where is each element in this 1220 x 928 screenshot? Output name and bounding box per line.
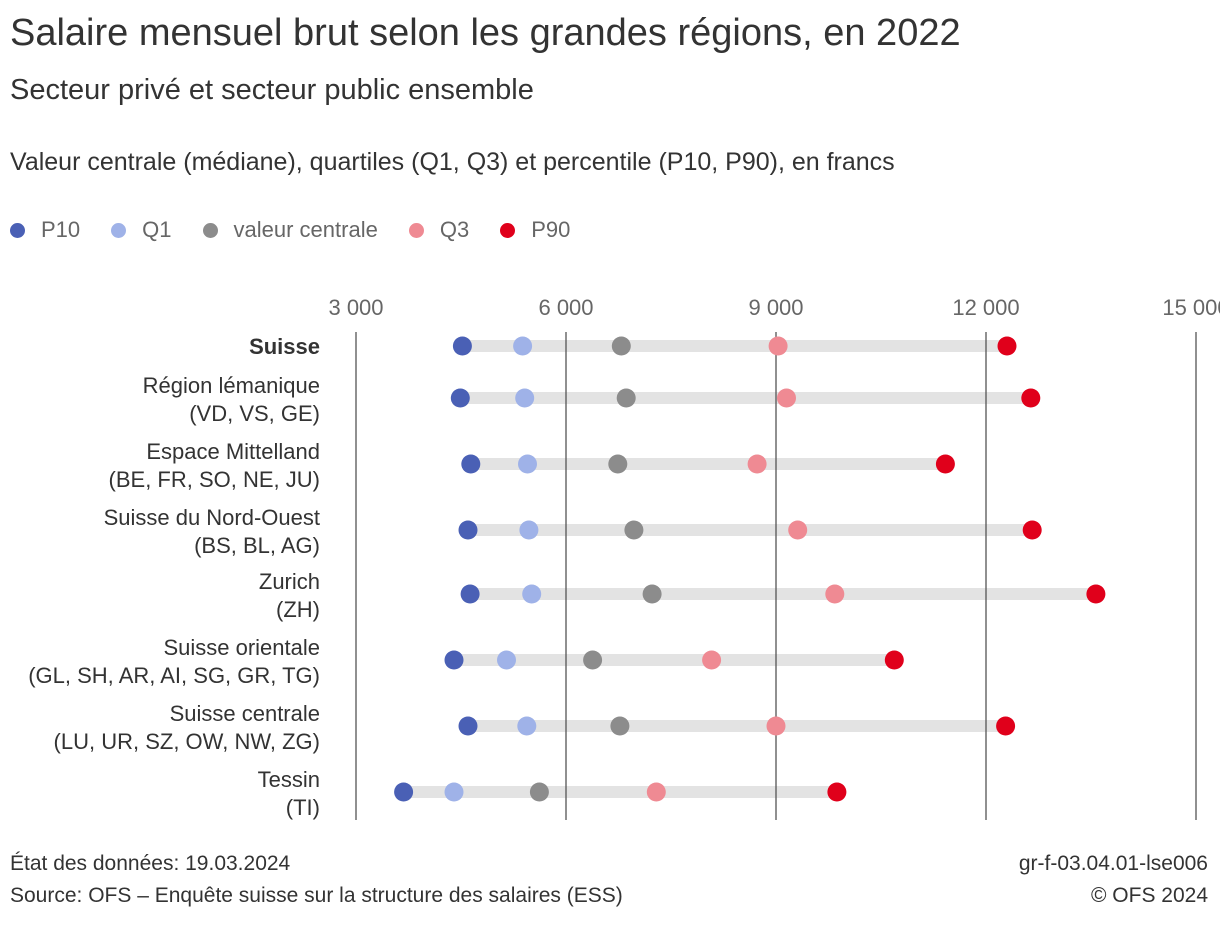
range-bar	[468, 524, 1033, 536]
point-q3	[747, 454, 767, 474]
legend-label-q1: Q1	[142, 217, 172, 242]
point-p90	[997, 336, 1017, 356]
category-label: Région lémanique	[143, 373, 320, 398]
dumbbell-chart: 3 000 6 000 9 000 12 000 15 000 Suisse Région …	[28, 295, 1220, 820]
legend-label-median: valeur centrale	[233, 217, 378, 242]
point-valeur-centrale	[610, 716, 630, 736]
legend: P10 Q1 valeur centrale Q3 P90	[10, 214, 601, 246]
source-note: Source: OFS – Enquête suisse sur la stru…	[10, 884, 623, 907]
chart-subtitle: Secteur privé et secteur public ensemble	[10, 74, 534, 106]
category-label: (BE, FR, SO, NE, JU)	[109, 467, 320, 492]
point-q1	[518, 454, 537, 474]
legend-item-p90[interactable]: P90	[500, 217, 570, 243]
point-q3	[788, 520, 808, 540]
point-p10	[458, 520, 478, 540]
data-date: État des données: 19.03.2024	[10, 852, 291, 875]
point-p90	[1022, 520, 1042, 540]
x-tick-label: 3 000	[328, 295, 383, 320]
point-q1	[522, 584, 542, 604]
category-label: (VD, VS, GE)	[189, 401, 320, 426]
point-p10	[460, 584, 480, 604]
point-q1	[517, 716, 537, 736]
category-label: Suisse du Nord-Ouest	[104, 505, 320, 530]
range-bar	[468, 720, 1006, 732]
category-label: (BS, BL, AG)	[194, 533, 320, 558]
category-label: Suisse	[249, 334, 320, 359]
category-label: Tessin	[258, 767, 320, 792]
x-tick-label: 15 000	[1162, 295, 1220, 320]
legend-marker-p90	[500, 222, 516, 238]
point-valeur-centrale	[529, 782, 549, 802]
range-bar	[470, 458, 946, 470]
point-q1	[515, 388, 535, 408]
point-p10	[461, 454, 481, 474]
point-p90	[996, 716, 1016, 736]
legend-item-median[interactable]: valeur centrale	[202, 217, 378, 243]
category-label: Espace Mittelland	[146, 439, 320, 464]
category-label: Suisse orientale	[163, 635, 320, 660]
point-q3	[825, 584, 845, 604]
point-p10	[452, 336, 472, 356]
point-p10	[458, 716, 478, 736]
legend-label-p90: P90	[531, 217, 571, 242]
range-bar	[470, 588, 1096, 600]
point-p90	[1086, 584, 1106, 604]
point-valeur-centrale	[624, 520, 644, 540]
category-label: (ZH)	[276, 597, 320, 622]
point-p10	[444, 650, 464, 670]
point-p90	[1021, 388, 1041, 408]
range-bar	[460, 392, 1031, 404]
range-bar	[454, 654, 895, 666]
legend-label-p10: P10	[41, 217, 81, 242]
point-q3	[768, 336, 788, 356]
point-valeur-centrale	[642, 584, 662, 604]
legend-marker-q1	[111, 222, 127, 238]
point-q1	[513, 336, 533, 356]
x-tick-label: 12 000	[952, 295, 1019, 320]
point-p90	[884, 650, 904, 670]
point-q3	[777, 388, 796, 408]
category-label: (TI)	[286, 795, 320, 820]
point-q3	[766, 716, 786, 736]
copyright: © OFS 2024	[1090, 884, 1208, 907]
chart-title: Salaire mensuel brut selon les grandes r…	[10, 12, 961, 54]
legend-item-p10[interactable]: P10	[10, 217, 80, 243]
point-p90	[827, 782, 847, 802]
range-bar	[403, 786, 837, 798]
unit-description: Valeur centrale (médiane), quartiles (Q1…	[10, 148, 895, 176]
legend-label-q3: Q3	[439, 217, 470, 242]
point-q3	[702, 650, 722, 670]
chart-code: gr-f-03.04.01-lse006	[1018, 852, 1208, 875]
legend-marker-p10	[10, 222, 25, 238]
point-q3	[646, 782, 666, 802]
point-valeur-centrale	[616, 388, 636, 408]
point-q1	[497, 650, 516, 670]
legend-item-q3[interactable]: Q3	[408, 217, 470, 243]
point-p10	[394, 782, 414, 802]
category-label: Zurich	[259, 569, 320, 594]
x-tick-label: 9 000	[748, 295, 803, 320]
x-tick-label: 6 000	[538, 295, 593, 320]
point-p10	[450, 388, 470, 408]
category-label: Suisse centrale	[170, 701, 320, 726]
legend-item-q1[interactable]: Q1	[111, 217, 172, 243]
point-valeur-centrale	[583, 650, 603, 670]
point-valeur-centrale	[611, 336, 631, 356]
category-label: (LU, UR, SZ, OW, NW, ZG)	[54, 729, 320, 754]
point-valeur-centrale	[608, 454, 628, 474]
point-q1	[519, 520, 539, 540]
point-q1	[444, 782, 464, 802]
legend-marker-median	[202, 222, 218, 238]
point-p90	[935, 454, 955, 474]
legend-marker-q3	[408, 222, 424, 238]
category-label: (GL, SH, AR, AI, SG, GR, TG)	[28, 663, 320, 688]
range-bar	[462, 340, 1007, 352]
